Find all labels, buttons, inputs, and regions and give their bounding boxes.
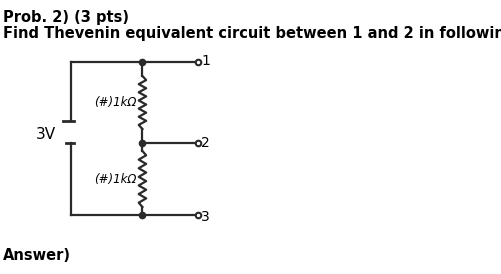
Text: (#)1kΩ: (#)1kΩ <box>94 173 136 185</box>
Text: 3V: 3V <box>36 127 56 142</box>
Text: 3: 3 <box>201 210 210 224</box>
Text: 1: 1 <box>201 54 210 68</box>
Text: Prob. 2) (3 pts): Prob. 2) (3 pts) <box>3 10 129 25</box>
Text: Find Thevenin equivalent circuit between 1 and 2 in following circuit.: Find Thevenin equivalent circuit between… <box>3 26 501 41</box>
Text: 2: 2 <box>201 136 210 150</box>
Text: Answer): Answer) <box>3 248 71 263</box>
Text: (#)1kΩ: (#)1kΩ <box>94 96 136 109</box>
